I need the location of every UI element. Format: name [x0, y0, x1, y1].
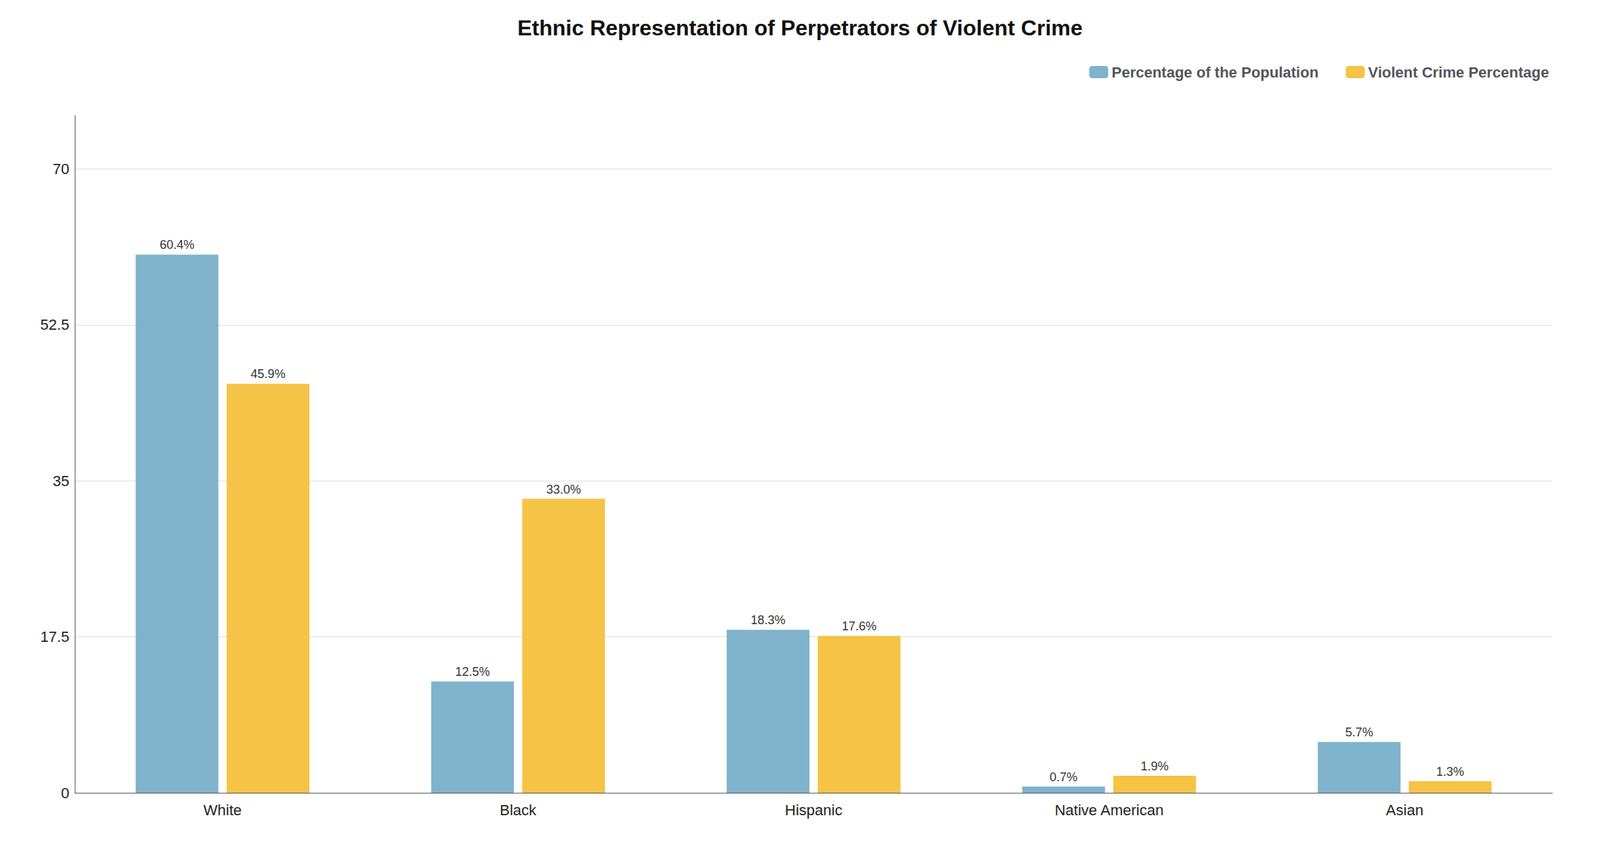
svg-text:5.7%: 5.7% [1345, 725, 1373, 739]
svg-text:Native American: Native American [1054, 801, 1164, 819]
svg-text:0.7%: 0.7% [1049, 770, 1078, 784]
svg-text:17.6%: 17.6% [841, 619, 877, 633]
svg-text:12.5%: 12.5% [455, 664, 491, 679]
svg-text:Hispanic: Hispanic [785, 801, 843, 819]
svg-text:Percentage of the Population: Percentage of the Population [1111, 63, 1318, 81]
svg-text:0: 0 [61, 784, 70, 802]
svg-text:Asian: Asian [1385, 801, 1424, 819]
svg-text:White: White [203, 801, 242, 819]
svg-text:70: 70 [53, 160, 70, 178]
svg-text:60.4%: 60.4% [159, 237, 195, 252]
svg-text:Violent Crime Percentage: Violent Crime Percentage [1368, 63, 1550, 81]
svg-text:Black: Black [499, 801, 537, 819]
svg-text:17.5: 17.5 [40, 628, 70, 646]
svg-text:1.9%: 1.9% [1140, 759, 1169, 773]
svg-text:35: 35 [53, 472, 70, 490]
svg-text:52.5: 52.5 [40, 316, 70, 334]
svg-text:33.0%: 33.0% [546, 482, 582, 497]
svg-text:45.9%: 45.9% [250, 367, 286, 381]
svg-text:1.3%: 1.3% [1436, 764, 1465, 779]
svg-text:18.3%: 18.3% [751, 613, 786, 627]
svg-text:Ethnic Representation of Perpe: Ethnic Representation of Perpetrators of… [517, 15, 1083, 41]
